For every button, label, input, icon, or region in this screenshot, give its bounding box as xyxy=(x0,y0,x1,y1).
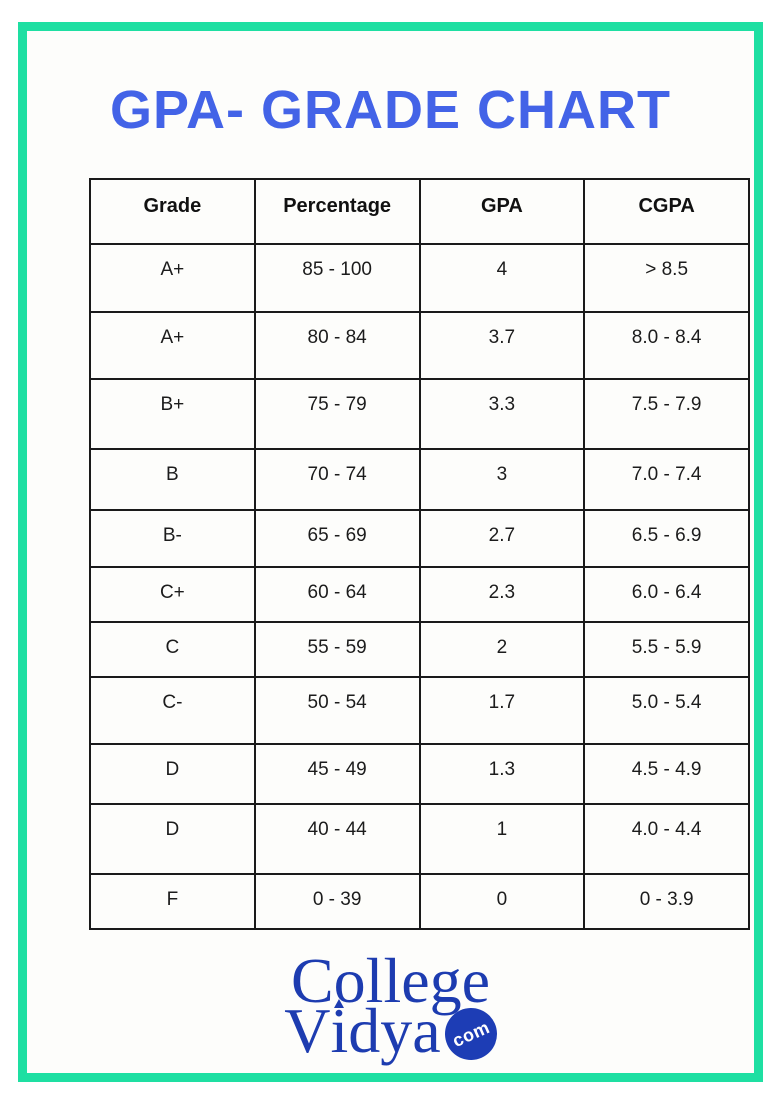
column-header-gpa: GPA xyxy=(418,178,586,245)
table-cell: D xyxy=(89,743,256,805)
pencil-tip-icon xyxy=(334,999,345,1008)
table-cell: > 8.5 xyxy=(583,243,750,313)
table-cell: 3.7 xyxy=(418,311,586,380)
table-row: D 45 - 49 1.3 4.5 - 4.9 xyxy=(89,743,750,805)
table-cell: 8.0 - 8.4 xyxy=(583,311,750,380)
table-cell: 60 - 64 xyxy=(253,566,421,623)
column-header-percentage: Percentage xyxy=(253,178,421,245)
page-title: GPA- GRADE CHART xyxy=(110,80,671,140)
table-cell: 4.5 - 4.9 xyxy=(583,743,750,805)
table-cell: C+ xyxy=(89,566,256,623)
table-row: D 40 - 44 1 4.0 - 4.4 xyxy=(89,803,750,875)
table-row: A+ 85 - 100 4 > 8.5 xyxy=(89,243,750,313)
column-header-grade: Grade xyxy=(89,178,256,245)
table-cell: 80 - 84 xyxy=(253,311,421,380)
table-cell: 85 - 100 xyxy=(253,243,421,313)
table-cell: B xyxy=(89,448,256,511)
table-cell: 7.5 - 7.9 xyxy=(583,378,750,450)
table-cell: C xyxy=(89,621,256,678)
gpa-grade-table: Grade Percentage GPA CGPA A+ 85 - 100 4 > 8… xyxy=(89,178,750,930)
table-cell: 70 - 74 xyxy=(253,448,421,511)
table-cell: 3 xyxy=(418,448,586,511)
table-cell: 55 - 59 xyxy=(253,621,421,678)
logo-vidya-v: V xyxy=(284,995,331,1066)
table-row: B 70 - 74 3 7.0 - 7.4 xyxy=(89,448,750,511)
table-row: A+ 80 - 84 3.7 8.0 - 8.4 xyxy=(89,311,750,380)
column-header-cgpa: CGPA xyxy=(583,178,750,245)
table-header-row: Grade Percentage GPA CGPA xyxy=(89,178,750,245)
table-cell: 2 xyxy=(418,621,586,678)
table-cell: 1 xyxy=(418,803,586,875)
table-cell: 75 - 79 xyxy=(253,378,421,450)
table-cell: 7.0 - 7.4 xyxy=(583,448,750,511)
table-cell: 5.0 - 5.4 xyxy=(583,676,750,745)
table-cell: 45 - 49 xyxy=(253,743,421,805)
com-badge: com xyxy=(436,999,506,1069)
table-row: B+ 75 - 79 3.3 7.5 - 7.9 xyxy=(89,378,750,450)
table-cell: 40 - 44 xyxy=(253,803,421,875)
logo-pencil-i: i xyxy=(331,999,349,1063)
table-cell: B- xyxy=(89,509,256,568)
logo-vidya-dya: dya xyxy=(348,995,441,1066)
com-badge-label: com xyxy=(449,1017,493,1051)
table-cell: 5.5 - 5.9 xyxy=(583,621,750,678)
table-cell: C- xyxy=(89,676,256,745)
table-cell: 0 - 39 xyxy=(253,873,421,930)
table-cell: 50 - 54 xyxy=(253,676,421,745)
table-cell: A+ xyxy=(89,311,256,380)
green-border-frame: GPA- GRADE CHART Grade Percentage GPA CG… xyxy=(18,22,763,1082)
table-cell: D xyxy=(89,803,256,875)
table-cell: 1.3 xyxy=(418,743,586,805)
table-body: A+ 85 - 100 4 > 8.5 A+ 80 - 84 3.7 8.0 - 8.4 B+ 7… xyxy=(89,243,750,930)
table-row: B- 65 - 69 2.7 6.5 - 6.9 xyxy=(89,509,750,568)
table-cell: 65 - 69 xyxy=(253,509,421,568)
table-cell: B+ xyxy=(89,378,256,450)
table-cell: 1.7 xyxy=(418,676,586,745)
table-row: C+ 60 - 64 2.3 6.0 - 6.4 xyxy=(89,566,750,623)
table-cell: 6.0 - 6.4 xyxy=(583,566,750,623)
table-cell: 0 - 3.9 xyxy=(583,873,750,930)
table-cell: 4.0 - 4.4 xyxy=(583,803,750,875)
logo-word-college: College xyxy=(290,945,491,1016)
table-cell: 4 xyxy=(418,243,586,313)
table-cell: F xyxy=(89,873,256,930)
table-cell: A+ xyxy=(89,243,256,313)
table-row: C- 50 - 54 1.7 5.0 - 5.4 xyxy=(89,676,750,745)
table-cell: 3.3 xyxy=(418,378,586,450)
table-cell: 6.5 - 6.9 xyxy=(583,509,750,568)
table-cell: 2.7 xyxy=(418,509,586,568)
table-cell: 2.3 xyxy=(418,566,586,623)
table-row: C 55 - 59 2 5.5 - 5.9 xyxy=(89,621,750,678)
logo-vidya-i: i xyxy=(330,995,349,1066)
table-cell: 0 xyxy=(418,873,586,930)
